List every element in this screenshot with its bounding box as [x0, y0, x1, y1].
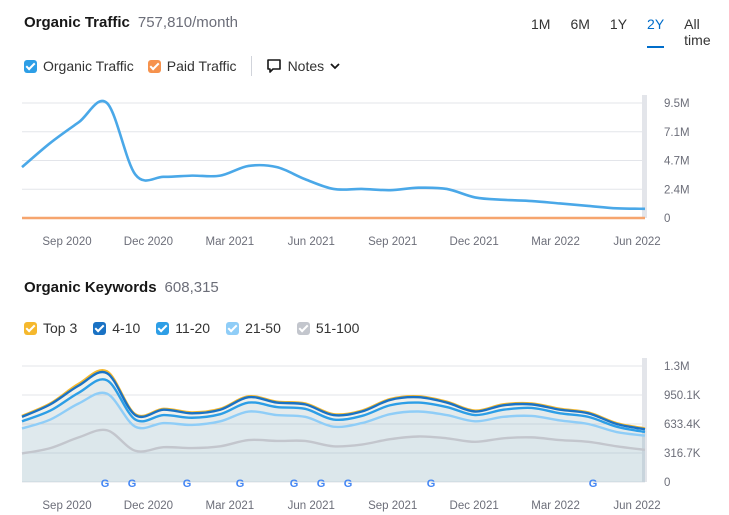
y-tick-label: 633.4K [664, 419, 701, 431]
keywords-legend: Top 3 4-10 11-20 21-50 51-100 [24, 320, 359, 336]
legend-top-3[interactable]: Top 3 [24, 320, 77, 336]
y-tick-label: 0 [664, 477, 670, 489]
checkbox-icon[interactable] [147, 59, 161, 73]
traffic-legend: Organic Traffic Paid Traffic Notes [24, 56, 341, 76]
y-tick-label: 950.1K [664, 390, 701, 402]
series-area [22, 379, 645, 482]
google-update-icon[interactable]: G [317, 478, 326, 490]
x-tick-label: Dec 2020 [124, 500, 173, 512]
y-tick-label: 7.1M [664, 127, 690, 139]
x-tick-label: Sep 2021 [368, 236, 417, 248]
legend-organic-traffic[interactable]: Organic Traffic [24, 58, 134, 74]
chart-scroll-handle[interactable] [642, 358, 647, 482]
keywords-value: 608,315 [164, 279, 219, 296]
x-tick-label: Sep 2021 [368, 500, 417, 512]
google-update-icon[interactable]: G [344, 478, 353, 490]
checkbox-icon[interactable] [226, 321, 240, 335]
legend-51-100[interactable]: 51-100 [296, 320, 360, 336]
checkbox-icon[interactable] [296, 321, 310, 335]
traffic-value: 757,810/month [137, 14, 238, 31]
traffic-header: Organic Traffic 757,810/month [24, 14, 238, 32]
x-tick-label: Mar 2022 [531, 236, 580, 248]
checkbox-icon[interactable] [24, 59, 37, 73]
notes-label: Notes [287, 58, 325, 74]
google-update-icon[interactable]: G [101, 478, 110, 490]
traffic-chart: 9.5M 7.1M 4.7M 2.4M 0 Sep 2020 Dec 2020 Mar 202… [21, 95, 690, 248]
checkbox-icon[interactable] [93, 321, 107, 335]
y-tick-label: 316.7K [664, 448, 701, 460]
x-tick-label: Jun 2021 [288, 500, 335, 512]
legend-11-20[interactable]: 11-20 [156, 320, 210, 336]
google-update-icon[interactable]: G [183, 478, 192, 490]
x-tick-label: Dec 2020 [124, 236, 173, 248]
series-area [22, 392, 645, 482]
legend-4-10-label: 4-10 [112, 320, 141, 336]
legend-21-50[interactable]: 21-50 [226, 320, 281, 336]
google-update-icon[interactable]: G [128, 478, 137, 490]
y-tick-label: 0 [664, 213, 670, 225]
chevron-down-icon [330, 63, 340, 70]
legend-top-3-label: Top 3 [43, 320, 78, 336]
series-line [21, 99, 646, 211]
legend-paid-traffic[interactable]: Paid Traffic [147, 58, 237, 74]
google-update-icon[interactable]: G [236, 478, 245, 490]
series-area [22, 429, 645, 482]
range-all-time[interactable]: All time [684, 16, 711, 48]
keywords-title: Organic Keywords [24, 279, 157, 296]
y-tick-label: 2.4M [664, 184, 690, 196]
x-tick-label: Jun 2022 [613, 500, 660, 512]
legend-organic-label: Organic Traffic [43, 58, 134, 74]
legend-paid-label: Paid Traffic [166, 58, 237, 74]
legend-21-50-label: 21-50 [245, 320, 281, 336]
chart-scroll-handle[interactable] [642, 95, 647, 218]
y-tick-label: 1.3M [664, 361, 690, 373]
google-update-icon[interactable]: G [427, 478, 436, 490]
x-tick-label: Sep 2020 [42, 236, 91, 248]
date-range-selector: 1M 6M 1Y 2Y All time [531, 16, 729, 48]
range-2y[interactable]: 2Y [647, 16, 665, 48]
traffic-title: Organic Traffic [24, 14, 130, 31]
x-tick-label: Dec 2021 [450, 236, 499, 248]
keywords-header: Organic Keywords 608,315 [24, 279, 219, 297]
x-tick-label: Mar 2022 [531, 500, 580, 512]
keywords-chart: 1.3M 950.1K 633.4K 316.7K 0 Sep 2020 Dec 2020 M… [21, 358, 701, 512]
x-tick-label: Dec 2021 [450, 500, 499, 512]
x-tick-label: Jun 2021 [288, 236, 335, 248]
y-tick-label: 4.7M [664, 156, 690, 168]
legend-51-100-label: 51-100 [315, 320, 360, 336]
range-1y[interactable]: 1Y [609, 16, 628, 32]
checkbox-icon[interactable] [24, 321, 37, 335]
google-update-icon[interactable]: G [589, 478, 598, 490]
checkbox-icon[interactable] [156, 321, 170, 335]
legend-4-10[interactable]: 4-10 [93, 320, 140, 336]
notes-button[interactable]: Notes [266, 58, 342, 74]
legend-divider [250, 56, 252, 76]
y-tick-label: 9.5M [664, 98, 690, 110]
notes-icon [266, 59, 281, 73]
x-tick-label: Sep 2020 [42, 500, 91, 512]
x-tick-label: Jun 2022 [613, 236, 660, 248]
x-tick-label: Mar 2021 [206, 236, 255, 248]
google-update-icon[interactable]: G [290, 478, 299, 490]
x-tick-label: Mar 2021 [206, 500, 255, 512]
range-1m[interactable]: 1M [531, 16, 551, 32]
legend-11-20-label: 11-20 [175, 320, 211, 336]
range-6m[interactable]: 6M [570, 16, 590, 32]
